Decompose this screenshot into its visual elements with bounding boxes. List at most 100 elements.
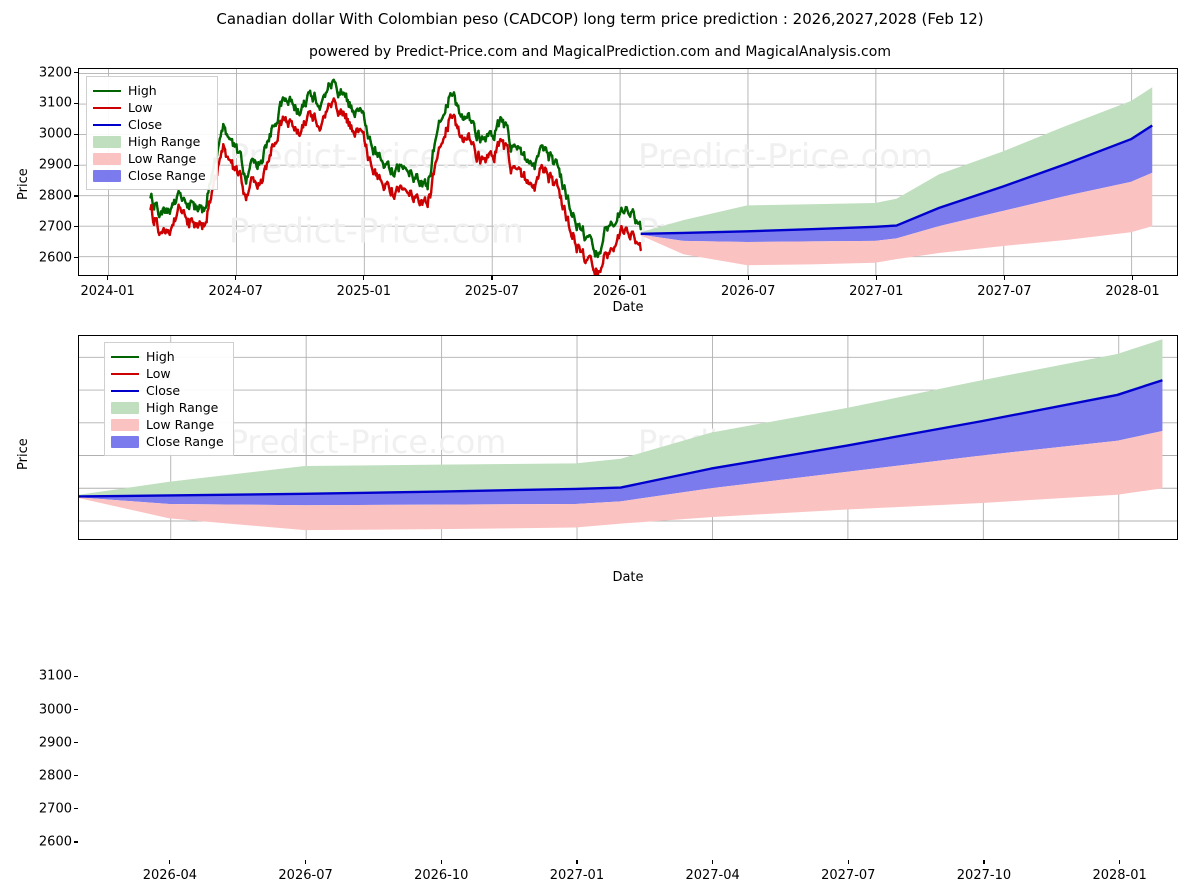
- y-axis-tick-label: 2900: [32, 158, 72, 173]
- x-axis-tick-mark: [1004, 276, 1005, 280]
- legend-label: High: [128, 84, 157, 98]
- y-axis-tick-mark: [74, 257, 78, 258]
- y-axis-tick-mark: [74, 195, 78, 196]
- y-axis-tick-mark: [74, 103, 78, 104]
- svg-text:Predict-Price.com: Predict-Price.com: [229, 423, 507, 461]
- y-axis-tick-label: 2900: [32, 735, 72, 750]
- legend-item-high-range[interactable]: High Range: [111, 399, 225, 416]
- y-axis-tick-mark: [74, 72, 78, 73]
- x-axis-tick-label: 2026-07: [721, 284, 775, 299]
- legend-item-high[interactable]: High: [111, 348, 225, 365]
- legend-label: Close: [146, 384, 180, 398]
- legend-swatch-line: [111, 368, 139, 380]
- top-y-axis-title: Price: [16, 168, 31, 200]
- y-axis-tick-mark: [74, 676, 78, 677]
- y-axis-tick-label: 2800: [32, 768, 72, 783]
- x-axis-tick-label: 2026-07: [278, 868, 332, 883]
- x-axis-tick-mark: [848, 860, 849, 864]
- x-axis-tick-label: 2027-07: [821, 868, 875, 883]
- y-axis-tick-label: 3100: [32, 669, 72, 684]
- x-axis-tick-mark: [363, 276, 364, 280]
- legend-label: Low: [128, 101, 153, 115]
- legend-item-low-range[interactable]: Low Range: [111, 416, 225, 433]
- y-axis-tick-label: 2700: [32, 801, 72, 816]
- y-axis-tick-mark: [74, 742, 78, 743]
- top-chart-legend[interactable]: High Low Close High Range Low Range Close Ran…: [86, 76, 218, 190]
- y-axis-tick-label: 2800: [32, 188, 72, 203]
- y-axis-tick-label: 2600: [32, 250, 72, 265]
- x-axis-tick-label: 2024-01: [80, 284, 134, 299]
- legend-swatch-patch: [111, 436, 139, 448]
- x-axis-tick-mark: [107, 276, 108, 280]
- x-axis-tick-label: 2026-10: [414, 868, 468, 883]
- x-axis-tick-label: 2025-07: [465, 284, 519, 299]
- legend-swatch-line: [111, 385, 139, 397]
- y-axis-tick-mark: [74, 226, 78, 227]
- legend-item-close-range[interactable]: Close Range: [111, 433, 225, 450]
- legend-label: Close: [128, 118, 162, 132]
- legend-label: Close Range: [128, 169, 206, 183]
- x-axis-tick-label: 2026-01: [593, 284, 647, 299]
- legend-swatch-patch: [93, 170, 121, 182]
- y-axis-tick-label: 2700: [32, 219, 72, 234]
- x-axis-tick-mark: [748, 276, 749, 280]
- y-axis-tick-label: 3000: [32, 127, 72, 142]
- legend-label: Close Range: [146, 435, 224, 449]
- legend-swatch-line: [111, 351, 139, 363]
- x-axis-tick-mark: [305, 860, 306, 864]
- x-axis-tick-mark: [983, 860, 984, 864]
- y-axis-tick-mark: [74, 808, 78, 809]
- legend-swatch-line: [93, 102, 121, 114]
- x-axis-tick-label: 2027-01: [550, 868, 604, 883]
- y-axis-tick-mark: [74, 134, 78, 135]
- legend-label: High Range: [146, 401, 218, 415]
- bottom-x-axis-title: Date: [78, 570, 1178, 585]
- x-axis-tick-label: 2025-01: [337, 284, 391, 299]
- x-axis-tick-label: 2028-01: [1105, 284, 1159, 299]
- legend-item-low[interactable]: Low: [93, 99, 209, 116]
- y-axis-tick-label: 3200: [32, 65, 72, 80]
- legend-swatch-patch: [93, 153, 121, 165]
- y-axis-tick-mark: [74, 709, 78, 710]
- x-axis-tick-mark: [712, 860, 713, 864]
- y-axis-tick-mark: [74, 165, 78, 166]
- legend-swatch-line: [93, 119, 121, 131]
- legend-item-high-range[interactable]: High Range: [93, 133, 209, 150]
- legend-item-low-range[interactable]: Low Range: [93, 150, 209, 167]
- x-axis-tick-mark: [619, 276, 620, 280]
- x-axis-tick-mark: [576, 860, 577, 864]
- svg-text:Predict-Price.com: Predict-Price.com: [229, 211, 524, 250]
- x-axis-tick-label: 2027-07: [977, 284, 1031, 299]
- bottom-y-axis-title: Price: [16, 438, 31, 470]
- legend-swatch-line: [93, 85, 121, 97]
- x-axis-tick-mark: [1119, 860, 1120, 864]
- legend-item-close[interactable]: Close: [93, 116, 209, 133]
- x-axis-tick-label: 2027-10: [957, 868, 1011, 883]
- x-axis-tick-mark: [235, 276, 236, 280]
- x-axis-tick-label: 2026-04: [143, 868, 197, 883]
- legend-swatch-patch: [111, 402, 139, 414]
- legend-label: Low Range: [128, 152, 196, 166]
- legend-item-close-range[interactable]: Close Range: [93, 167, 209, 184]
- x-axis-tick-mark: [1132, 276, 1133, 280]
- x-axis-tick-mark: [169, 860, 170, 864]
- legend-swatch-patch: [93, 136, 121, 148]
- top-x-axis-title: Date: [78, 300, 1178, 315]
- legend-label: Low: [146, 367, 171, 381]
- x-axis-tick-mark: [491, 276, 492, 280]
- legend-label: High: [146, 350, 175, 364]
- x-axis-tick-mark: [441, 860, 442, 864]
- x-axis-tick-label: 2027-01: [849, 284, 903, 299]
- legend-item-low[interactable]: Low: [111, 365, 225, 382]
- legend-item-high[interactable]: High: [93, 82, 209, 99]
- legend-label: High Range: [128, 135, 200, 149]
- svg-text:Predict-Price.com: Predict-Price.com: [638, 137, 933, 176]
- legend-item-close[interactable]: Close: [111, 382, 225, 399]
